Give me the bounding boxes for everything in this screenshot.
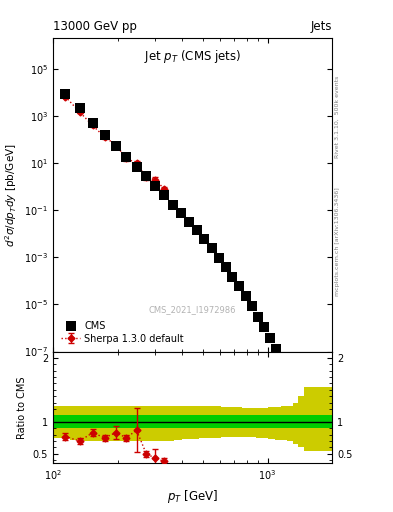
Y-axis label: Ratio to CMS: Ratio to CMS [17, 376, 27, 439]
Y-axis label: $d^{2}\sigma/dp_{T}dy$ [pb/GeV]: $d^{2}\sigma/dp_{T}dy$ [pb/GeV] [3, 143, 18, 247]
Text: Jets: Jets [310, 20, 332, 33]
CMS [242, 292, 249, 301]
CMS [274, 345, 280, 353]
CMS [77, 104, 83, 112]
CMS [255, 313, 261, 321]
CMS [291, 379, 297, 388]
CMS [261, 323, 268, 331]
CMS [201, 236, 208, 244]
CMS [101, 131, 108, 139]
CMS [296, 392, 303, 400]
Text: Rivet 3.1.10,  500k events: Rivet 3.1.10, 500k events [335, 75, 340, 158]
CMS [90, 118, 96, 126]
CMS [285, 368, 291, 376]
Text: CMS_2021_I1972986: CMS_2021_I1972986 [149, 305, 236, 314]
CMS [267, 334, 274, 342]
CMS [186, 218, 192, 226]
CMS [123, 153, 130, 161]
CMS [143, 172, 149, 180]
CMS [208, 244, 215, 252]
CMS [249, 303, 255, 311]
CMS [133, 163, 140, 171]
CMS [279, 356, 285, 364]
CMS [62, 90, 68, 98]
CMS [161, 191, 167, 200]
CMS [215, 254, 222, 262]
CMS [152, 182, 158, 190]
CMS [112, 142, 119, 151]
CMS [170, 201, 176, 209]
Legend: CMS, Sherpa 1.3.0 default: CMS, Sherpa 1.3.0 default [58, 318, 187, 347]
Text: mcplots.cern.ch [arXiv:1306.3436]: mcplots.cern.ch [arXiv:1306.3436] [335, 187, 340, 296]
Text: Jet $p_T$ (CMS jets): Jet $p_T$ (CMS jets) [144, 48, 241, 65]
CMS [194, 226, 200, 234]
CMS [178, 209, 184, 217]
X-axis label: $p_T$ [GeV]: $p_T$ [GeV] [167, 487, 218, 505]
CMS [236, 283, 242, 291]
CMS [229, 273, 235, 281]
Text: 13000 GeV pp: 13000 GeV pp [53, 20, 137, 33]
CMS [222, 263, 229, 271]
